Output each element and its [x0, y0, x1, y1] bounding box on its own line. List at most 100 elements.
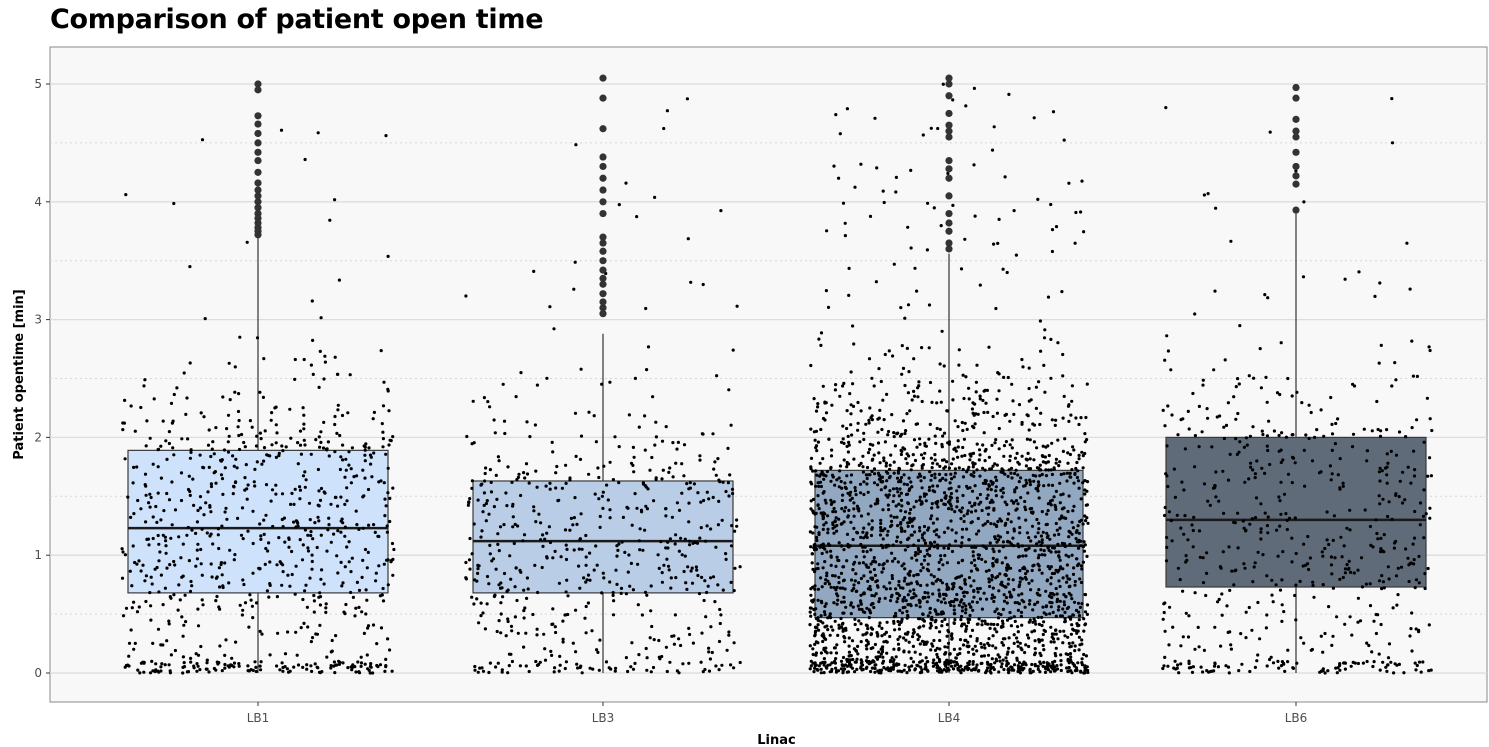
data-point [154, 668, 158, 672]
data-point [1225, 604, 1229, 608]
data-point [1206, 192, 1210, 196]
data-point [245, 240, 249, 244]
data-point [1073, 579, 1077, 584]
data-point [935, 401, 939, 405]
data-point [1265, 613, 1269, 617]
data-point [260, 462, 264, 466]
data-point [943, 617, 947, 622]
data-point [617, 203, 621, 207]
data-point [554, 486, 558, 490]
data-point [234, 457, 238, 461]
data-point [1383, 466, 1388, 470]
data-point [836, 598, 840, 602]
data-point [1234, 417, 1238, 421]
data-point [1012, 544, 1016, 548]
data-point [1054, 586, 1058, 591]
data-point [822, 634, 826, 638]
outlier-point [1292, 127, 1300, 135]
data-point [1055, 667, 1060, 671]
data-point [172, 392, 176, 397]
data-point [1301, 275, 1306, 279]
data-point [381, 445, 385, 449]
data-point [1319, 634, 1323, 638]
data-point [909, 656, 913, 661]
data-point [995, 411, 1000, 415]
data-point [276, 631, 280, 635]
data-point [967, 538, 971, 542]
data-point [1037, 553, 1041, 557]
data-point [1213, 289, 1217, 293]
data-point [949, 491, 954, 496]
data-point [854, 649, 859, 653]
data-point [851, 568, 855, 572]
data-point [508, 554, 512, 558]
data-point [265, 453, 269, 457]
data-point [711, 575, 716, 579]
data-point [847, 266, 851, 270]
data-point [215, 575, 219, 579]
data-point [1375, 531, 1379, 536]
data-point [470, 479, 474, 483]
data-point [685, 97, 690, 101]
data-point [845, 107, 850, 111]
data-point [959, 671, 963, 675]
data-point [926, 528, 930, 532]
data-point [1413, 661, 1417, 665]
data-point [1238, 440, 1242, 444]
data-point [366, 624, 371, 628]
data-point [1077, 618, 1081, 622]
data-point [989, 667, 993, 671]
data-point [602, 576, 606, 580]
data-point [1050, 418, 1054, 422]
data-point [852, 514, 856, 518]
data-point [195, 520, 199, 524]
data-point [902, 636, 906, 640]
data-point [564, 481, 568, 485]
data-point [1278, 499, 1282, 503]
data-point [375, 642, 379, 646]
data-point [684, 581, 688, 585]
data-point [381, 586, 385, 591]
data-point [1193, 465, 1197, 469]
data-point [980, 645, 984, 649]
data-point [657, 566, 661, 571]
data-point [1072, 448, 1076, 452]
data-point [509, 624, 514, 629]
data-point [303, 470, 307, 474]
data-point [898, 593, 902, 598]
data-point [1329, 395, 1333, 400]
y-tick-label: 3 [34, 313, 42, 327]
data-point [842, 520, 846, 524]
data-point [900, 564, 904, 568]
data-point [977, 529, 981, 533]
data-point [1378, 281, 1382, 285]
data-point [1046, 668, 1051, 672]
data-point [1259, 537, 1263, 541]
data-point [298, 485, 302, 489]
data-point [227, 581, 231, 585]
data-point [921, 618, 925, 622]
data-point [1057, 555, 1061, 559]
data-point [487, 670, 491, 675]
data-point [1063, 610, 1067, 615]
data-point [1365, 659, 1369, 664]
data-point [931, 661, 935, 665]
data-point [1270, 578, 1274, 582]
data-point [149, 618, 153, 622]
data-point [928, 554, 932, 558]
data-point [324, 610, 328, 615]
data-point [189, 579, 193, 584]
data-point [1401, 501, 1405, 505]
data-point [1356, 661, 1360, 666]
data-point [903, 431, 907, 436]
data-point [1338, 662, 1342, 666]
data-point [927, 595, 931, 599]
data-point [994, 489, 998, 493]
data-point [841, 437, 845, 441]
data-point [1074, 466, 1078, 471]
data-point [158, 550, 162, 554]
data-point [839, 571, 844, 576]
data-point [316, 515, 320, 519]
data-point [1008, 443, 1012, 447]
data-point [1183, 447, 1187, 451]
